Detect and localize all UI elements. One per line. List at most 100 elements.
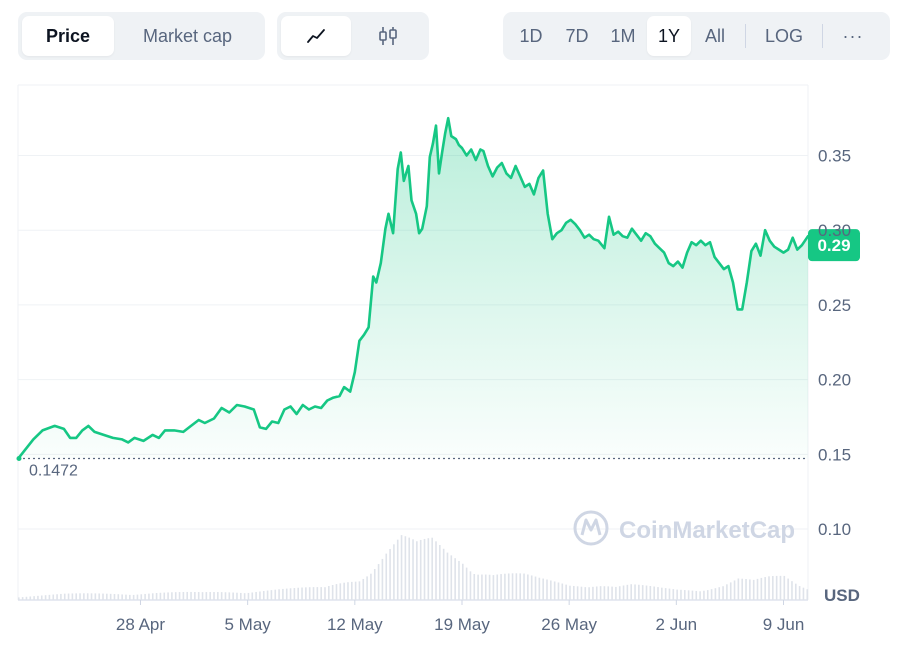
- volume-bar: [699, 591, 701, 600]
- volume-bar: [18, 597, 20, 600]
- volume-bar: [703, 590, 705, 600]
- volume-bar: [251, 592, 254, 600]
- volume-bar: [220, 592, 223, 600]
- volume-bar: [79, 593, 81, 600]
- volume-bar: [569, 585, 571, 600]
- tab-price[interactable]: Price: [22, 16, 114, 56]
- volume-bar: [136, 594, 139, 600]
- current-price-badge: [808, 229, 860, 262]
- current-price-label: 0.29: [817, 236, 850, 255]
- volume-bar: [615, 586, 617, 600]
- volume-bar: [775, 575, 778, 600]
- range-1y-button[interactable]: 1Y: [647, 16, 691, 56]
- volume-bar: [477, 574, 479, 600]
- range-1d-button[interactable]: 1D: [519, 25, 543, 46]
- volume-bar: [377, 564, 380, 600]
- volume-bar: [316, 587, 319, 600]
- volume-bar: [232, 592, 234, 600]
- volume-bar: [806, 589, 809, 600]
- volume-bar: [772, 576, 774, 600]
- volume-bar: [324, 587, 326, 600]
- volume-bar: [695, 590, 698, 600]
- volume-bar: [473, 573, 476, 600]
- volume-bar: [672, 589, 675, 600]
- volume-bar: [113, 594, 116, 600]
- volume-bar: [607, 586, 610, 600]
- volume-bar: [236, 592, 238, 600]
- range-divider: [822, 24, 823, 48]
- range-all-button[interactable]: All: [704, 25, 725, 46]
- volume-bar: [343, 582, 345, 600]
- volume-bar: [174, 592, 177, 600]
- volume-bar: [791, 581, 793, 600]
- volume-bar: [729, 582, 732, 600]
- volume-bar: [247, 592, 250, 600]
- volume-bar: [638, 584, 640, 600]
- price-area-fill: [18, 118, 808, 459]
- candlestick-chart-button[interactable]: [353, 16, 423, 56]
- volume-bar: [599, 586, 602, 600]
- range-7d-button[interactable]: 7D: [565, 25, 589, 46]
- volume-bar: [458, 560, 460, 600]
- volume-bar: [44, 595, 47, 600]
- volume-bar: [358, 581, 361, 600]
- volume-bar: [75, 593, 78, 600]
- volume-bar: [546, 579, 548, 600]
- volume-bar: [641, 585, 644, 600]
- volume-bar: [94, 593, 97, 600]
- volume-bar: [182, 591, 185, 600]
- range-1m-button[interactable]: 1M: [610, 25, 636, 46]
- volume-bar: [431, 537, 433, 600]
- volume-bar: [484, 574, 487, 600]
- volume-bar: [228, 592, 231, 600]
- volume-bar: [312, 587, 315, 600]
- volume-bar: [611, 586, 613, 600]
- volume-bar: [125, 594, 127, 600]
- volume-bar: [783, 575, 786, 600]
- volume-bar: [664, 588, 667, 600]
- volume-bar: [450, 555, 453, 600]
- more-options-button[interactable]: ···: [842, 25, 864, 46]
- volume-bar: [205, 592, 208, 600]
- volume-bar: [572, 585, 575, 600]
- volume-bar: [128, 594, 131, 600]
- volume-bar: [339, 583, 342, 600]
- volume-bar: [278, 589, 280, 600]
- tab-market-cap[interactable]: Market cap: [142, 25, 233, 46]
- volume-bar: [492, 575, 495, 600]
- volume-bar: [347, 582, 349, 600]
- volume-bar: [29, 596, 32, 600]
- volume-bar: [752, 579, 755, 600]
- volume-bar: [416, 541, 418, 600]
- volume-bar: [293, 588, 296, 600]
- volume-bar: [171, 592, 173, 600]
- volume-bar: [274, 589, 277, 600]
- log-scale-button[interactable]: LOG: [764, 25, 803, 46]
- volume-bar: [408, 537, 411, 600]
- volume-bar: [60, 593, 62, 600]
- range-divider: [745, 24, 746, 48]
- volume-bar: [435, 541, 437, 600]
- start-price-label-bg: [25, 460, 83, 481]
- volume-bar: [427, 538, 430, 600]
- line-chart-button[interactable]: [281, 16, 351, 56]
- volume-bar: [534, 576, 537, 600]
- volume-bar: [706, 590, 709, 600]
- volume-bar: [270, 590, 273, 600]
- volume-bar: [106, 593, 108, 600]
- y-tick-label: 0.10: [818, 520, 851, 539]
- volume-bar: [714, 588, 717, 600]
- volume-bar: [335, 584, 338, 600]
- volume-bar: [649, 585, 652, 600]
- volume-bar: [102, 593, 104, 600]
- volume-bar: [764, 577, 766, 600]
- volume-bar: [178, 592, 181, 600]
- volume-bar: [224, 592, 227, 600]
- y-tick-label: 0.35: [818, 147, 851, 166]
- volume-bar: [737, 578, 740, 600]
- volume-bar: [794, 583, 797, 600]
- volume-bar: [186, 591, 189, 600]
- volume-bar: [98, 593, 100, 600]
- volume-bar: [121, 594, 123, 600]
